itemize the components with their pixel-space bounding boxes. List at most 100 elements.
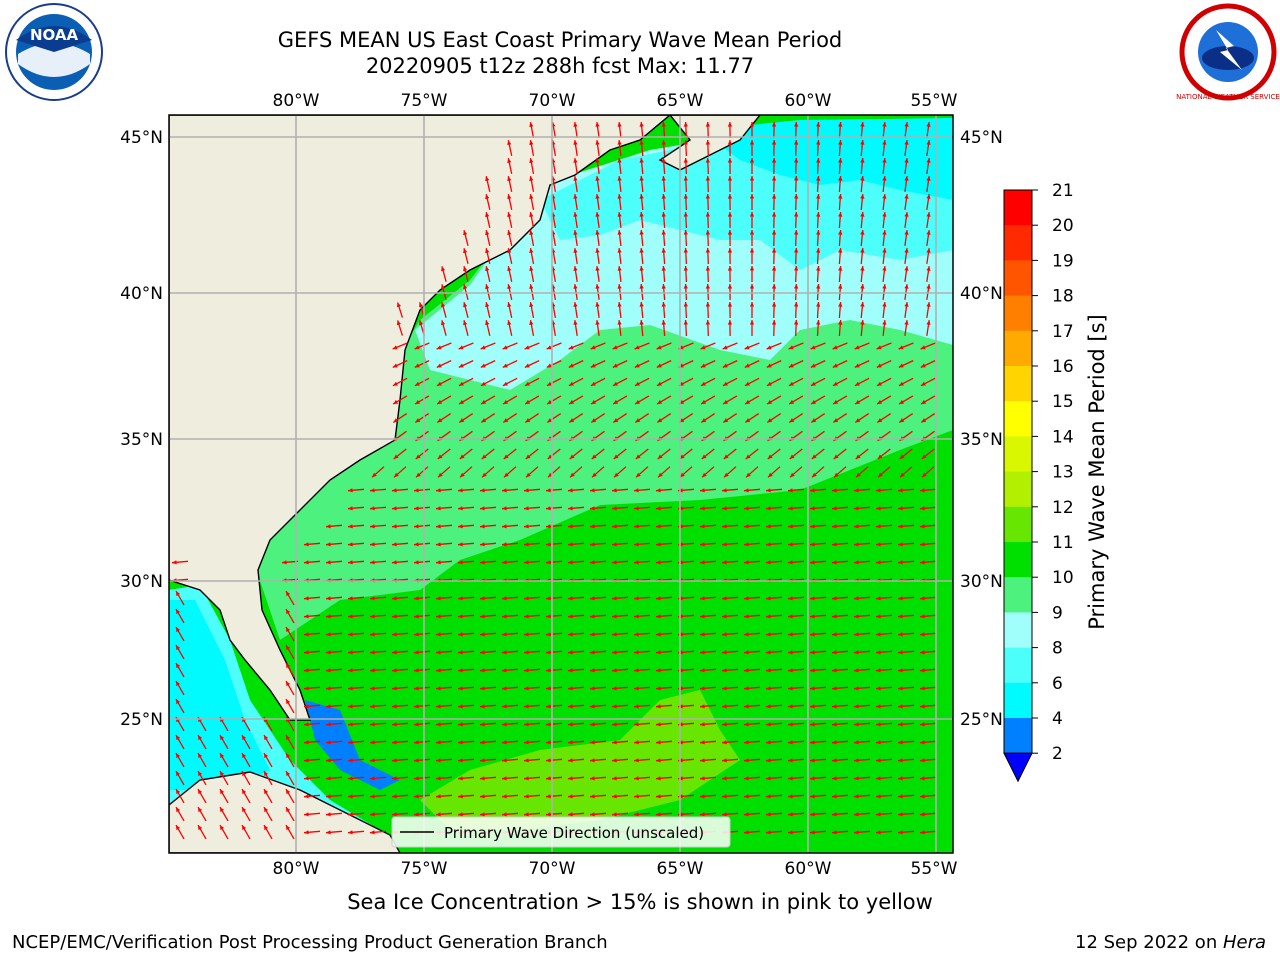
wave-direction-arrowhead	[749, 302, 755, 307]
wave-direction-arrowhead	[414, 794, 419, 799]
wave-direction-arrowhead	[904, 158, 909, 163]
wave-direction-arrowhead	[176, 825, 181, 831]
wave-direction-arrowhead	[898, 668, 903, 673]
wave-direction-arrowhead	[810, 758, 815, 763]
wave-direction-arrowhead	[705, 158, 710, 163]
wave-direction-arrowhead	[570, 472, 575, 478]
wave-direction-arrowhead	[904, 284, 909, 289]
wave-direction-arrowhead	[794, 266, 799, 271]
wave-direction-arrowhead	[834, 472, 839, 478]
wave-direction-arrowhead	[370, 740, 375, 745]
land-north-america	[169, 115, 672, 721]
wave-direction-arrowhead	[326, 524, 331, 529]
wave-direction-arrowhead	[634, 812, 639, 817]
wave-direction-arrowhead	[636, 472, 641, 478]
wave-direction-arrowhead	[326, 560, 331, 565]
wave-direction-arrowhead	[524, 632, 529, 637]
lat-ticks-left: 45°N 40°N 35°N 30°N 25°N	[120, 128, 163, 730]
wave-direction-arrowhead	[882, 158, 887, 163]
wave-direction-arrowhead	[882, 266, 887, 271]
lon-tick-bottom: 65°W	[657, 859, 704, 879]
wave-direction-arrowhead	[920, 363, 926, 368]
wave-direction-arrowhead	[458, 542, 463, 547]
wave-direction-arrowhead	[860, 140, 865, 145]
wave-direction-arrowhead	[882, 320, 887, 325]
wave-direction-arrowhead	[810, 345, 816, 350]
wave-direction-arrowhead	[766, 524, 771, 529]
wave-direction-arrowhead	[700, 614, 705, 619]
wave-direction-arrowhead	[617, 122, 622, 127]
wave-direction-arrowhead	[546, 363, 552, 368]
wave-direction-arrowhead	[920, 650, 925, 655]
wave-direction-arrowhead	[832, 668, 837, 673]
colorbar-segment	[1004, 682, 1032, 719]
wave-direction-arrowhead	[656, 686, 661, 691]
wave-direction-arrowhead	[612, 524, 617, 529]
wave-direction-arrowhead	[326, 596, 331, 601]
wave-direction-arrowhead	[661, 248, 666, 253]
wave-direction-arrowhead	[525, 399, 531, 405]
wave-direction-arrowhead	[860, 122, 865, 127]
wave-direction-arrowhead	[502, 668, 507, 673]
wave-direction-arrowhead	[832, 345, 838, 350]
sea-ice-caption: Sea Ice Concentration > 15% is shown in …	[347, 890, 933, 914]
wave-direction-arrowhead	[613, 418, 619, 423]
wave-direction-arrowhead	[683, 194, 688, 199]
wave-direction-arrowhead	[458, 488, 463, 493]
wave-direction-arrowhead	[832, 488, 837, 493]
wave-direction-arrowhead	[591, 399, 597, 405]
colorbar-tick-label: 21	[1052, 181, 1074, 201]
wave-direction-arrowhead	[612, 704, 617, 709]
wave-direction-arrowhead	[876, 740, 881, 745]
wave-direction-arrowhead	[458, 758, 463, 763]
wave-direction-arrowhead	[286, 591, 291, 597]
wave-direction-arrowhead	[876, 668, 881, 673]
wave-direction-arrowhead	[590, 381, 596, 386]
wave-direction-arrowhead	[502, 686, 507, 691]
wave-direction-arrowhead	[766, 794, 771, 799]
wave-direction-arrowhead	[832, 632, 837, 637]
wave-direction-arrowhead	[529, 248, 534, 253]
wave-direction-arrowhead	[436, 345, 442, 350]
wave-direction-arrowhead	[304, 614, 309, 619]
wave-direction-arrowhead	[700, 524, 705, 529]
wave-direction-arrowhead	[810, 488, 815, 493]
wave-direction-arrowhead	[502, 363, 508, 368]
wave-direction-arrowhead	[242, 789, 247, 795]
wave-direction-arrowhead	[480, 488, 485, 493]
wave-direction-arrowhead	[854, 363, 860, 368]
wave-direction-arrowhead	[920, 560, 925, 565]
wave-direction-arrowhead	[832, 506, 837, 511]
wave-direction-arrowhead	[860, 302, 865, 307]
wave-direction-arrowhead	[480, 596, 485, 601]
wave-direction-arrowhead	[436, 722, 441, 727]
lon-tick-bottom: 80°W	[273, 859, 320, 879]
wave-direction-arrowhead	[722, 542, 727, 547]
wave-direction-arrowhead	[481, 399, 487, 405]
wave-direction-arrowhead	[507, 158, 512, 163]
lon-tick-top: 75°W	[401, 91, 448, 111]
wave-direction-arrowhead	[771, 248, 777, 253]
wave-direction-arrowhead	[810, 506, 815, 511]
wave-direction-arrowhead	[524, 812, 529, 817]
wave-direction-arrowhead	[898, 812, 903, 817]
wave-direction-arrowhead	[922, 472, 927, 478]
wave-direction-arrowhead	[392, 722, 397, 727]
colorbar-segment	[1004, 542, 1032, 578]
wave-direction-arrowhead	[635, 454, 641, 459]
wave-direction-arrowhead	[242, 771, 247, 777]
wave-direction-arrowhead	[612, 614, 617, 619]
lat-tick-left: 45°N	[120, 128, 163, 148]
wave-direction-arrowhead	[458, 632, 463, 637]
wave-direction-arrowhead	[590, 614, 595, 619]
wave-direction-arrowhead	[392, 524, 397, 529]
wave-direction-arrowhead	[507, 194, 512, 199]
wave-direction-arrowhead	[264, 771, 269, 777]
wave-direction-arrowhead	[590, 812, 595, 817]
wave-direction-arrowhead	[854, 758, 859, 763]
wave-direction-arrowhead	[242, 807, 247, 813]
wave-direction-arrowhead	[749, 122, 755, 127]
wave-direction-arrowhead	[507, 302, 512, 307]
wave-direction-arrowhead	[656, 488, 661, 493]
map-area	[169, 115, 953, 853]
